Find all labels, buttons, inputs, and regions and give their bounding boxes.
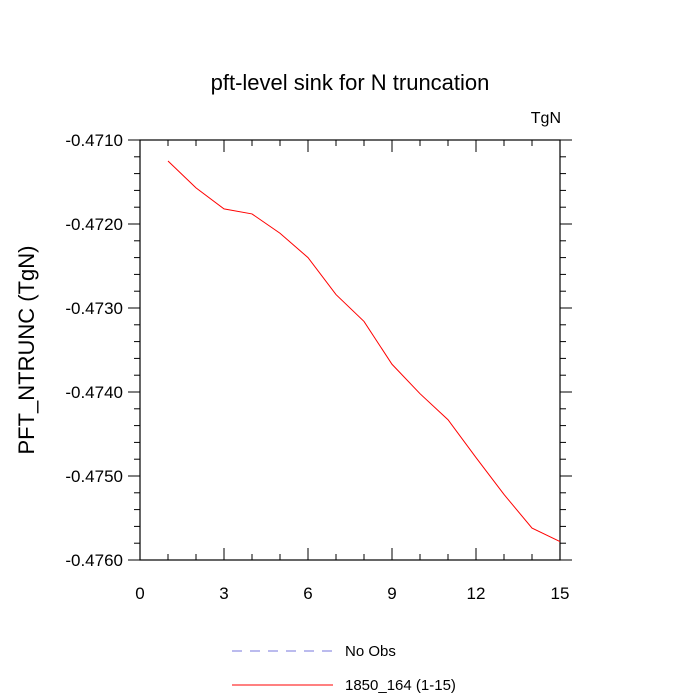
y-tick-label: -0.4710 [65,131,123,150]
x-tick-label: 15 [551,584,570,603]
x-tick-label: 3 [219,584,228,603]
y-tick-label: -0.4750 [65,467,123,486]
y-axis-label: PFT_NTRUNC (TgN) [14,246,39,455]
legend-label: No Obs [345,643,396,660]
units-label: TgN [531,110,561,127]
axis-tick-labels: 0 3 6 9 12 15 -0.4710 -0.4720 -0.4730 -0.4740 -0.4… [65,131,569,603]
x-tick-label: 9 [387,584,396,603]
legend: No Obs 1850_164 (1-15) [232,643,456,694]
y-tick-label: -0.4740 [65,383,123,402]
plot-frame [139,139,561,561]
series-layer [167,160,561,542]
y-tick-label: -0.4730 [65,299,123,318]
x-tick-label: 12 [467,584,486,603]
chart-title: pft-level sink for N truncation [211,70,490,95]
x-tick-label: 6 [303,584,312,603]
y-tick-label: -0.4720 [65,215,123,234]
legend-label: 1850_164 (1-15) [345,677,456,694]
y-tick-label: -0.4760 [65,551,123,570]
series-line [167,160,561,542]
x-tick-label: 0 [135,584,144,603]
axis-ticks [128,139,572,561]
